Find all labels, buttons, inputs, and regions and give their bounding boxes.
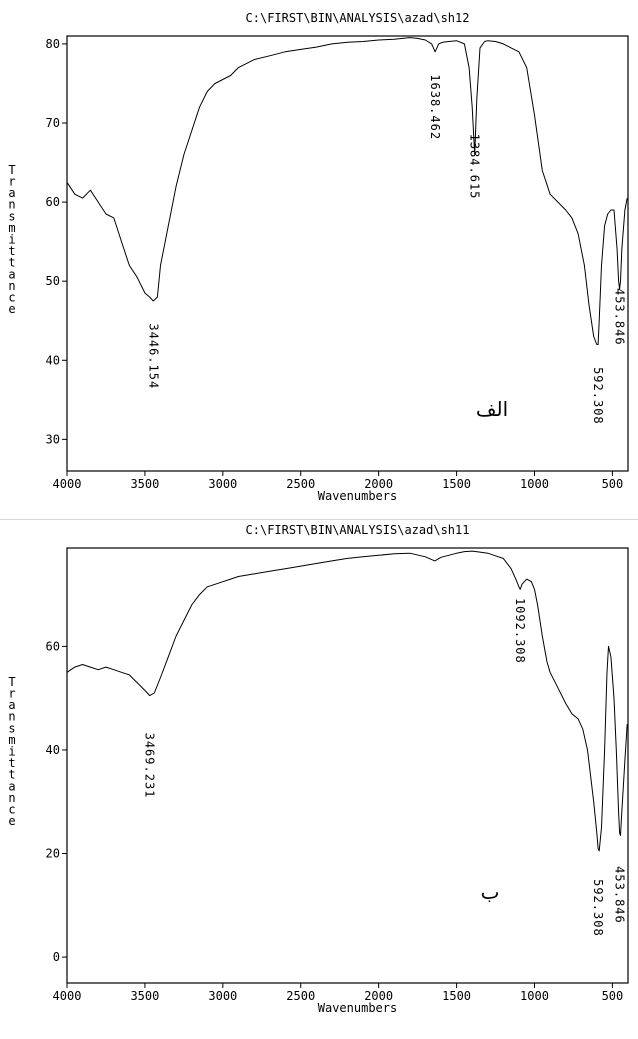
peak-label: 1384.615	[468, 134, 482, 200]
peak-label: 3446.154	[146, 323, 160, 389]
x-tick-label: 3500	[130, 989, 159, 1003]
plot-frame	[66, 35, 629, 472]
plot-frame	[66, 547, 629, 984]
y-tick-label: 60	[46, 639, 60, 653]
x-tick-label: 1000	[520, 477, 549, 491]
peak-label: 1092.308	[513, 598, 527, 664]
x-tick-label: 3000	[208, 989, 237, 1003]
x-tick-label: 3500	[130, 477, 159, 491]
y-tick-label: 80	[46, 37, 60, 51]
peak-label: 453.846	[613, 288, 627, 346]
y-tick-label: 20	[46, 847, 60, 861]
x-tick-label: 2000	[364, 989, 393, 1003]
x-tick-label: 2000	[364, 477, 393, 491]
y-tick-label: 70	[46, 116, 60, 130]
peak-label: 592.308	[591, 367, 605, 425]
panel-annotation: الف	[476, 397, 508, 421]
peak-label: 1638.462	[428, 74, 442, 140]
peak-label: 3469.231	[143, 733, 157, 799]
chart-a: C:\FIRST\BIN\ANALYSIS\azad\sh12 30 40 50 60 7…	[8, 11, 629, 503]
y-tick-label: 50	[46, 274, 60, 288]
spectrum-series-line	[66, 550, 628, 852]
x-axis-label: Wavenumbers	[318, 1001, 397, 1015]
y-tick-label: 0	[53, 950, 60, 964]
x-axis-label: Wavenumbers	[318, 489, 397, 503]
chart-b: C:\FIRST\BIN\ANALYSIS\azad\sh11 0 20 40 60 40…	[8, 523, 629, 1015]
x-tick-label: 500	[602, 989, 624, 1003]
x-tick-label: 4000	[53, 477, 82, 491]
ir-spectrum-panel-b: C:\FIRST\BIN\ANALYSIS\azad\sh11 0 20 40 60 40…	[0, 520, 638, 1039]
y-tick-label: 30	[46, 432, 60, 446]
x-tick-label: 2500	[286, 989, 315, 1003]
x-tick-label: 500	[602, 477, 624, 491]
x-tick-label: 3000	[208, 477, 237, 491]
x-tick-label: 1500	[442, 477, 471, 491]
y-tick-label: 40	[46, 743, 60, 757]
y-tick-label: 60	[46, 195, 60, 209]
x-tick-label: 4000	[53, 989, 82, 1003]
panel-annotation: ب	[481, 880, 500, 904]
x-tick-label: 2500	[286, 477, 315, 491]
x-tick-label: 1500	[442, 989, 471, 1003]
peak-label: 592.308	[591, 879, 605, 937]
chart-title: C:\FIRST\BIN\ANALYSIS\azad\sh12	[246, 11, 470, 25]
spectrum-series-line	[66, 37, 628, 345]
panel-divider	[0, 519, 638, 520]
ir-spectrum-panel-a: C:\FIRST\BIN\ANALYSIS\azad\sh12 30 40 50 60 7…	[0, 0, 638, 519]
chart-title: C:\FIRST\BIN\ANALYSIS\azad\sh11	[246, 523, 470, 537]
peak-label: 453.846	[613, 866, 627, 924]
x-tick-label: 1000	[520, 989, 549, 1003]
y-tick-label: 40	[46, 353, 60, 367]
